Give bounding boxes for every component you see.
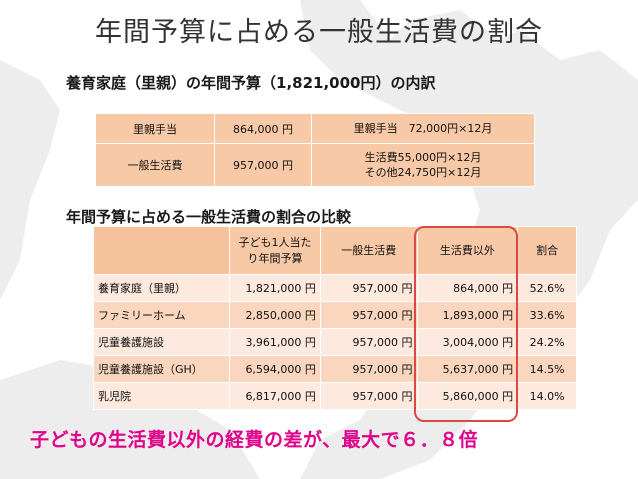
cell-budget: 1,821,000 円 bbox=[229, 274, 321, 302]
header-general: 一般生活費 bbox=[319, 226, 418, 275]
header-blank bbox=[92, 226, 231, 275]
budget-breakdown-table: 里親手当 864,000 円 里親手当 72,000円×12月 一般生活費 95… bbox=[95, 113, 535, 187]
cell-other: 3,004,000 円 bbox=[416, 328, 519, 356]
conclusion-text: 子どもの生活費以外の経費の差が、最大で６．８倍 bbox=[30, 429, 479, 451]
cell-budget: 2,850,000 円 bbox=[229, 301, 321, 329]
cell-other: 5,860,000 円 bbox=[416, 382, 519, 410]
cell-general: 957,000 円 bbox=[319, 328, 418, 356]
header-budget: 子ども1人当た り年間予算 bbox=[229, 226, 321, 275]
table-row: 養育家庭（里親） 1,821,000 円 957,000 円 864,000 円… bbox=[92, 274, 577, 302]
table-row: 乳児院 6,817,000 円 957,000 円 5,860,000 円 14… bbox=[92, 382, 577, 410]
detail-line: 里親手当 72,000円×12月 bbox=[353, 122, 493, 135]
cell-name: 児童養護施設（GH） bbox=[92, 355, 231, 383]
cell-name: 養育家庭（里親） bbox=[92, 274, 231, 302]
row-detail: 生活費55,000円×12月 その他24,750円×12月 bbox=[311, 143, 535, 187]
page-title: 年間予算に占める一般生活費の割合 bbox=[95, 17, 543, 48]
detail-line: 生活費55,000円×12月 bbox=[364, 151, 482, 164]
table-row: 里親手当 864,000 円 里親手当 72,000円×12月 bbox=[95, 113, 535, 144]
header-row: 子ども1人当た り年間予算 一般生活費 生活費以外 割合 bbox=[92, 226, 577, 275]
map-land-west bbox=[0, 60, 60, 300]
cell-ratio: 14.0% bbox=[517, 382, 577, 410]
cell-name: ファミリーホーム bbox=[92, 301, 231, 329]
cell-name: 児童養護施設 bbox=[92, 328, 231, 356]
table-row: 児童養護施設（GH） 6,594,000 円 957,000 円 5,637,0… bbox=[92, 355, 577, 383]
cell-budget: 6,817,000 円 bbox=[229, 382, 321, 410]
cell-general: 957,000 円 bbox=[319, 274, 418, 302]
row-label: 一般生活費 bbox=[95, 143, 215, 187]
cell-general: 957,000 円 bbox=[319, 382, 418, 410]
table-row: ファミリーホーム 2,850,000 円 957,000 円 1,893,000… bbox=[92, 301, 577, 329]
header-other: 生活費以外 bbox=[416, 226, 519, 275]
row-detail: 里親手当 72,000円×12月 bbox=[311, 113, 535, 144]
cell-general: 957,000 円 bbox=[319, 355, 418, 383]
map-land-south bbox=[0, 360, 260, 479]
row-amount: 864,000 円 bbox=[214, 113, 312, 144]
cell-ratio: 33.6% bbox=[517, 301, 577, 329]
comparison-table: 子ども1人当た り年間予算 一般生活費 生活費以外 割合 養育家庭（里親） 1,… bbox=[92, 226, 577, 410]
detail-line: その他24,750円×12月 bbox=[364, 166, 482, 179]
table-row: 一般生活費 957,000 円 生活費55,000円×12月 その他24,750… bbox=[95, 143, 535, 187]
header-budget-line1: 子ども1人当た bbox=[238, 235, 312, 249]
cell-name: 乳児院 bbox=[92, 382, 231, 410]
cell-budget: 3,961,000 円 bbox=[229, 328, 321, 356]
header-ratio: 割合 bbox=[517, 226, 577, 275]
cell-ratio: 14.5% bbox=[517, 355, 577, 383]
section2-heading: 年間予算に占める一般生活費の割合の比較 bbox=[66, 208, 352, 226]
cell-other: 864,000 円 bbox=[416, 274, 519, 302]
other-costs-highlight bbox=[414, 226, 518, 422]
row-label: 里親手当 bbox=[95, 113, 215, 144]
cell-ratio: 24.2% bbox=[517, 328, 577, 356]
header-budget-line2: り年間予算 bbox=[247, 251, 303, 265]
map-land-north bbox=[300, 0, 638, 479]
section1-heading: 養育家庭（里親）の年間予算（1,821,000円）の内訳 bbox=[66, 74, 436, 92]
cell-budget: 6,594,000 円 bbox=[229, 355, 321, 383]
row-amount: 957,000 円 bbox=[214, 143, 312, 187]
cell-general: 957,000 円 bbox=[319, 301, 418, 329]
cell-ratio: 52.6% bbox=[517, 274, 577, 302]
